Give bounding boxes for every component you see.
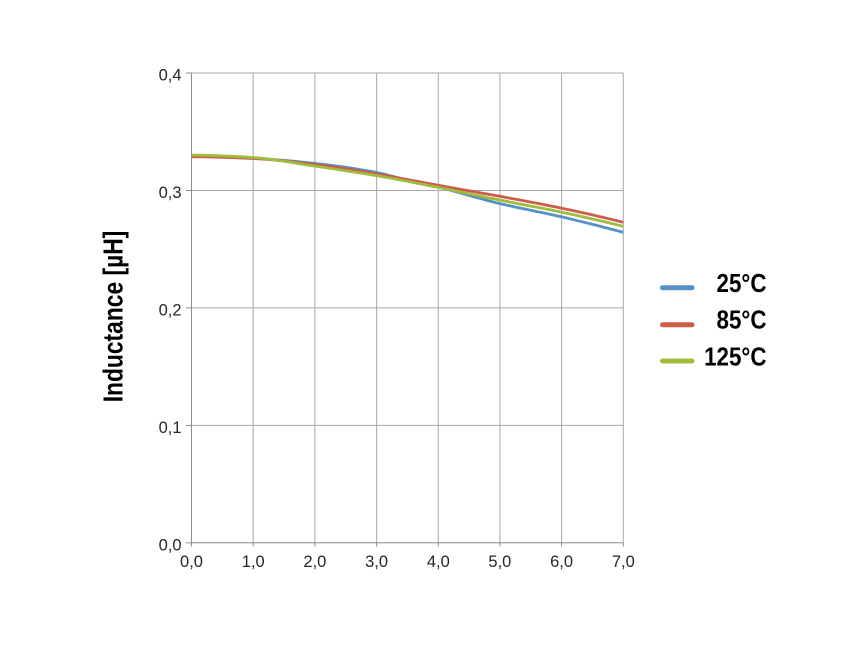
- svg-text:25°C: 25°C: [717, 269, 767, 298]
- svg-text:2,0: 2,0: [303, 553, 326, 571]
- svg-text:0,1: 0,1: [159, 419, 182, 437]
- svg-text:Inductance [µH]: Inductance [µH]: [98, 231, 129, 403]
- svg-text:85°C: 85°C: [717, 306, 767, 335]
- svg-text:0,0: 0,0: [180, 553, 203, 571]
- svg-text:3,0: 3,0: [365, 553, 388, 571]
- svg-text:0,4: 0,4: [159, 67, 182, 85]
- svg-text:6,0: 6,0: [550, 553, 573, 571]
- svg-text:5,0: 5,0: [488, 553, 511, 571]
- svg-text:7,0: 7,0: [612, 553, 635, 571]
- svg-text:0,3: 0,3: [159, 184, 182, 202]
- svg-text:1,0: 1,0: [242, 553, 265, 571]
- svg-text:125°C: 125°C: [704, 343, 766, 372]
- svg-text:0,2: 0,2: [159, 301, 182, 319]
- svg-text:0,0: 0,0: [159, 536, 182, 554]
- svg-text:4,0: 4,0: [427, 553, 450, 571]
